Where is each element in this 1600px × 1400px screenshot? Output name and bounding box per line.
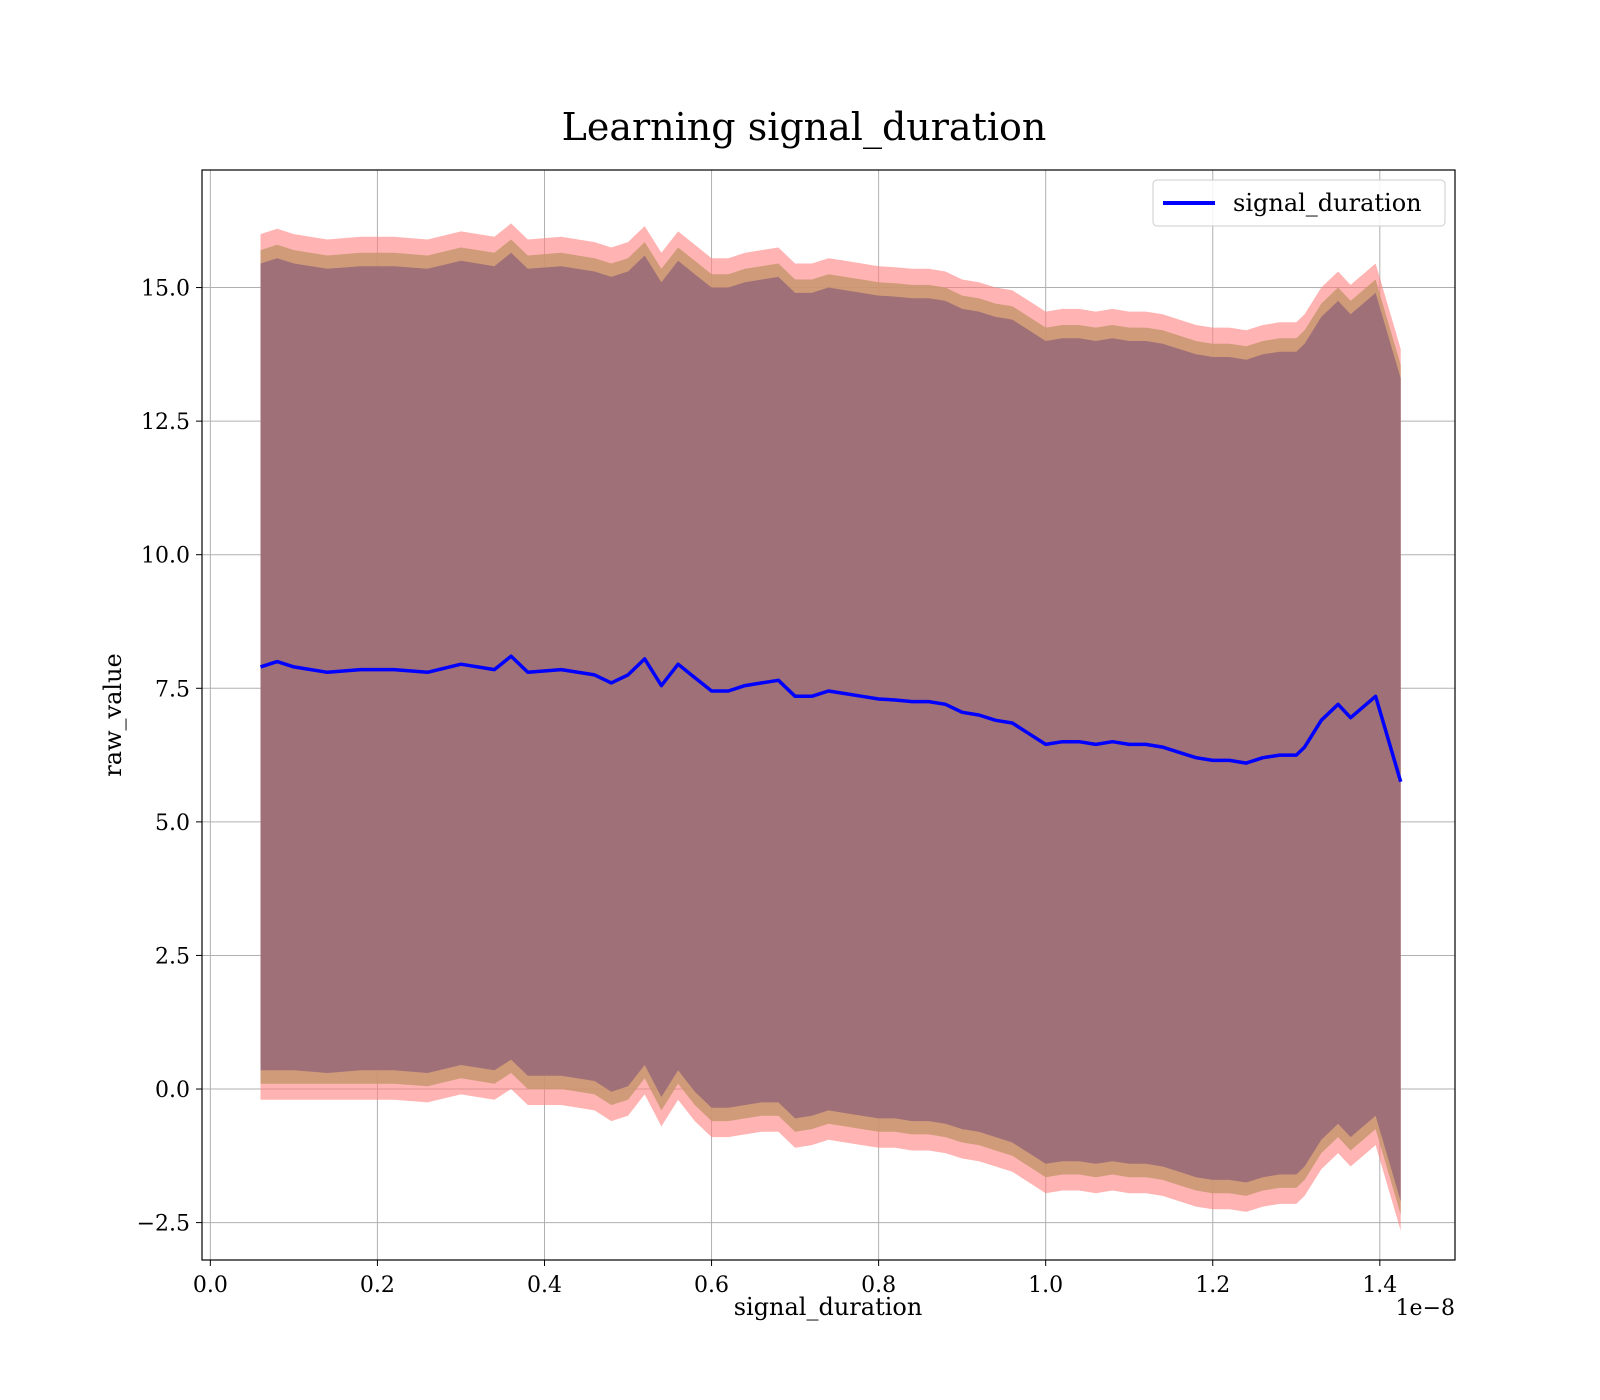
y-tick-label: 2.5 bbox=[155, 944, 190, 969]
x-tick-label: 0.8 bbox=[861, 1273, 896, 1298]
legend-box bbox=[1152, 179, 1446, 227]
series-line-0 bbox=[259, 654, 1403, 783]
y-tick-label: 5.0 bbox=[155, 811, 190, 836]
x-tick-label: 0.2 bbox=[360, 1273, 395, 1298]
y-tick-label: 7.5 bbox=[155, 677, 190, 702]
y-tick-label: 10.0 bbox=[141, 544, 190, 569]
x-tick-label: 1.4 bbox=[1362, 1273, 1397, 1298]
series-lines bbox=[259, 654, 1403, 783]
x-tick-label: 0.6 bbox=[694, 1273, 729, 1298]
y-tick-label: 12.5 bbox=[141, 410, 190, 435]
x-tick-label: 0.4 bbox=[527, 1273, 562, 1298]
x-axis-offset-label: 1e−8 bbox=[1396, 1296, 1455, 1321]
plot-area-frame bbox=[201, 169, 1456, 1261]
y-tick-label: 0.0 bbox=[155, 1078, 190, 1103]
y-axis-title: raw_value bbox=[99, 653, 127, 777]
x-axis-title: signal_duration bbox=[734, 1293, 923, 1321]
x-axis-ticks: 0.0 0.2 0.4 0.6 0.8 1.0 1.2 1.4 bbox=[193, 1260, 1397, 1298]
x-tick-label: 1.2 bbox=[1195, 1273, 1230, 1298]
x-tick-label: 1.0 bbox=[1028, 1273, 1063, 1298]
x-tick-label: 0.0 bbox=[193, 1273, 228, 1298]
y-tick-label: 15.0 bbox=[141, 277, 190, 302]
band-area-2 bbox=[260, 252, 1401, 1202]
confidence-bands bbox=[260, 223, 1401, 1231]
legend[interactable]: signal_duration bbox=[1152, 179, 1446, 227]
y-tick-label: −2.5 bbox=[137, 1212, 190, 1237]
legend-label: signal_duration bbox=[1233, 189, 1422, 217]
y-axis-ticks: −2.5 0.0 2.5 5.0 7.5 10.0 12.5 15.0 bbox=[137, 277, 202, 1237]
chart-title: Learning signal_duration bbox=[562, 105, 1047, 150]
